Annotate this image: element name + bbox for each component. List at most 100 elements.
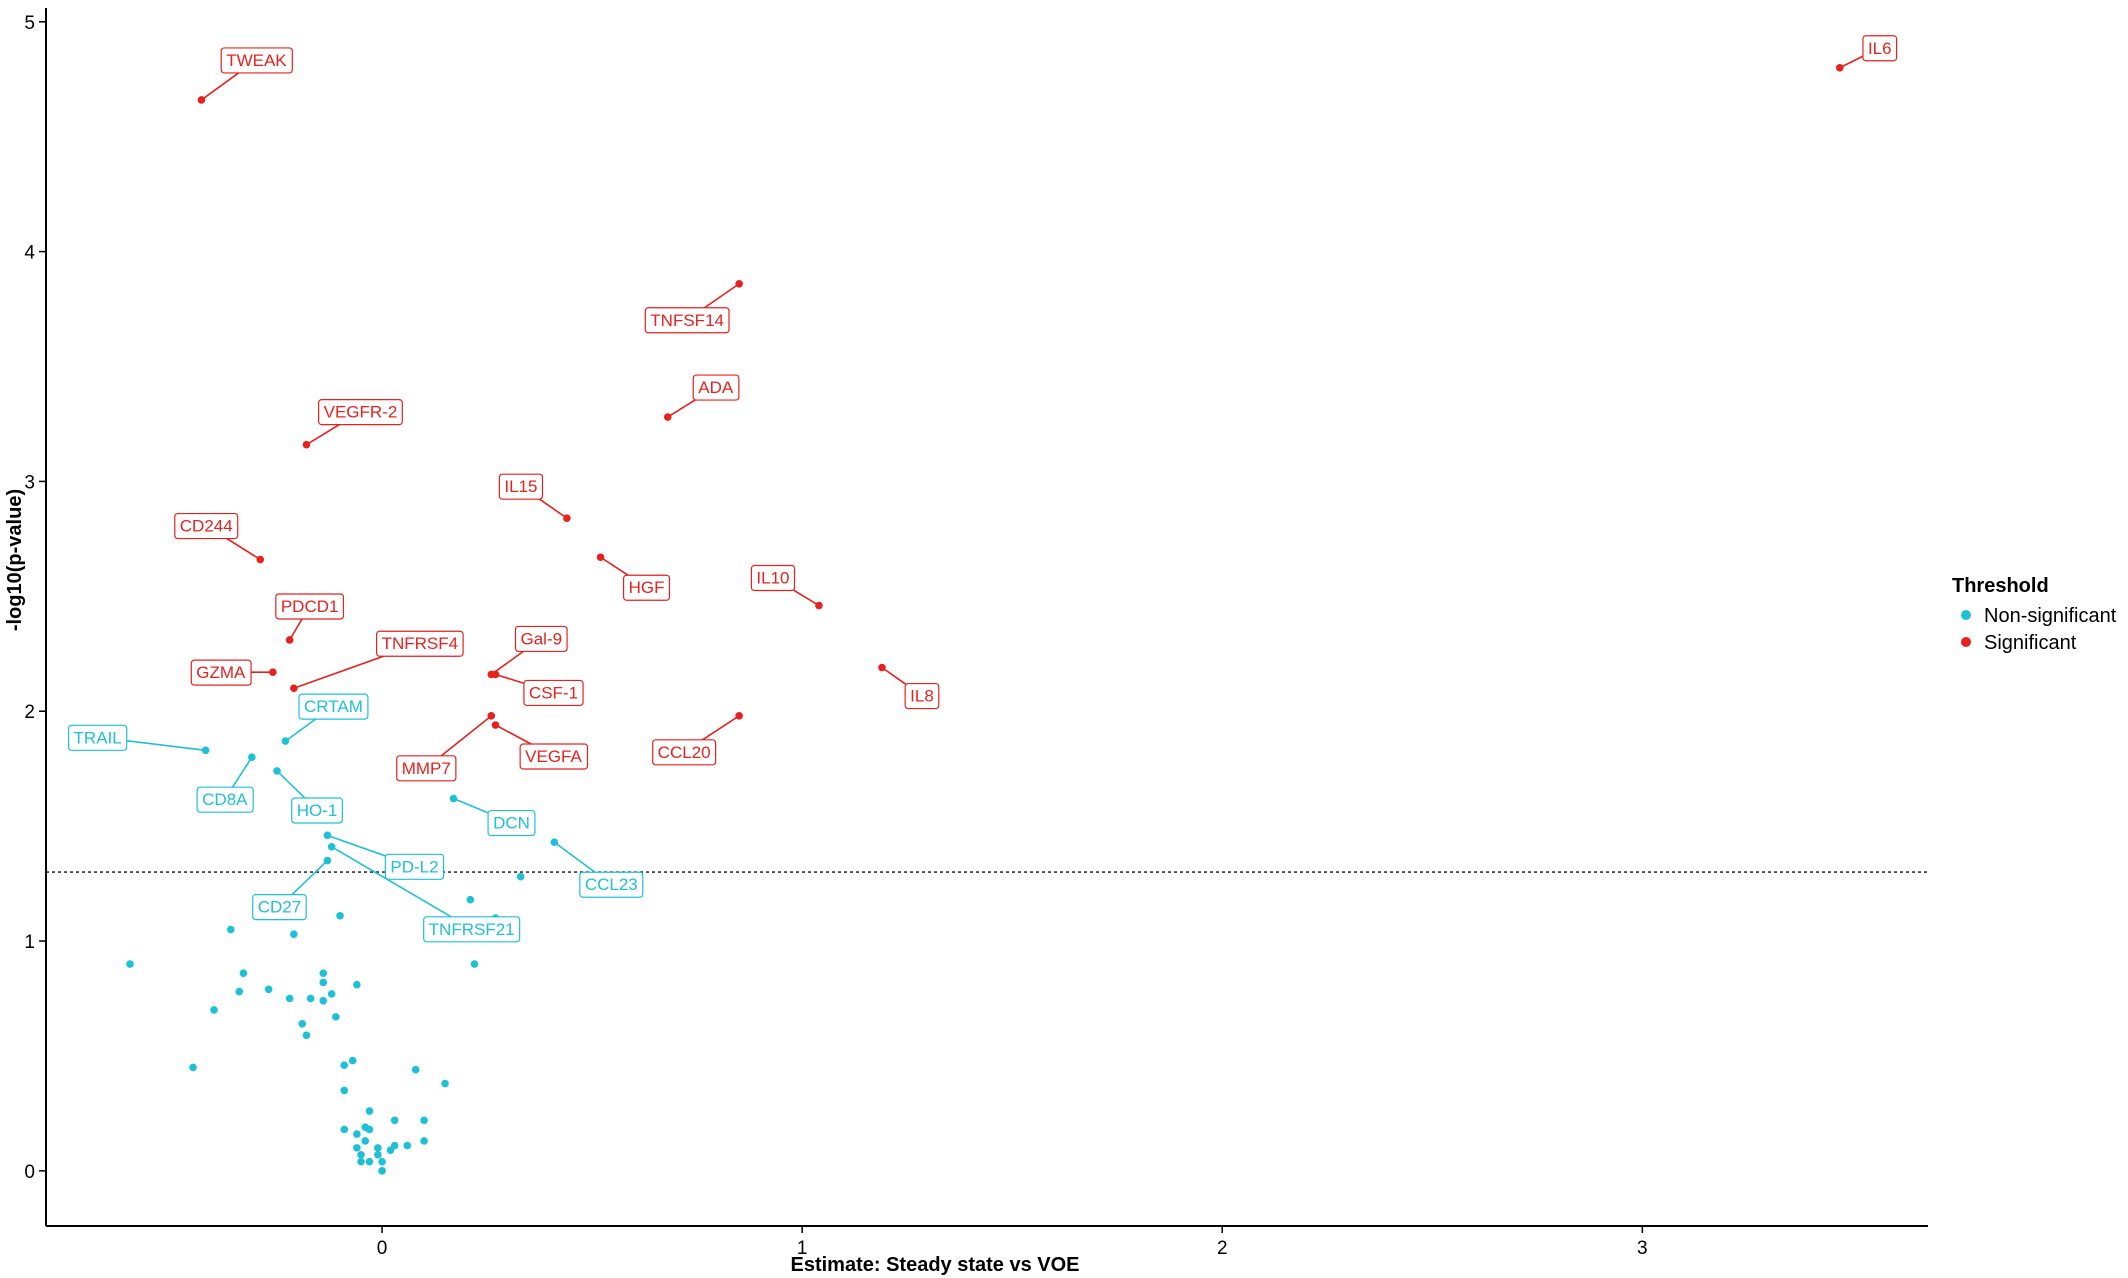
label-box bbox=[174, 512, 239, 540]
point-label-gal-9: Gal-9 bbox=[490, 625, 568, 676]
point-labels: IL6 TWEAK TNFSF14 ADA VEGFR-2 IL15 CD244 HGF IL1… bbox=[67, 35, 1898, 943]
label-box bbox=[519, 743, 589, 770]
label-text: TNFRSF4 bbox=[382, 634, 459, 653]
data-point bbox=[336, 911, 344, 920]
label-text: VEGFR-2 bbox=[324, 403, 398, 422]
point-label-pd-l2: PD-L2 bbox=[327, 834, 445, 880]
point-label-vegfr-2: VEGFR-2 bbox=[306, 399, 403, 446]
label-text: CD27 bbox=[258, 898, 301, 917]
x-axis-title: Estimate: Steady state vs VOE bbox=[790, 1254, 1079, 1276]
label-text: MMP7 bbox=[402, 759, 451, 778]
data-point bbox=[332, 1013, 340, 1021]
data-point bbox=[235, 987, 244, 996]
point-label-dcn: DCN bbox=[453, 797, 536, 837]
data-point bbox=[353, 1144, 361, 1152]
legend-label-significant: Significant bbox=[1984, 632, 2077, 654]
legend-label-non-significant: Non-significant bbox=[1984, 605, 2117, 627]
data-point bbox=[361, 1137, 370, 1145]
label-leader-line bbox=[331, 846, 473, 930]
point-label-il10: IL10 bbox=[750, 564, 820, 607]
data-point bbox=[466, 895, 475, 904]
label-text: HO-1 bbox=[297, 801, 338, 820]
y-tick-label: 3 bbox=[24, 472, 35, 493]
label-text: CCL23 bbox=[585, 875, 638, 894]
label-box bbox=[498, 473, 544, 500]
label-text: TNFRSF21 bbox=[429, 920, 515, 939]
axes bbox=[45, 8, 1928, 1227]
data-point bbox=[420, 1137, 428, 1145]
label-text: Gal-9 bbox=[521, 629, 563, 648]
label-box bbox=[252, 893, 307, 921]
label-box bbox=[579, 871, 644, 898]
data-point bbox=[340, 1061, 349, 1069]
data-point bbox=[365, 1157, 374, 1166]
label-text: DCN bbox=[493, 814, 530, 833]
point-label-ccl20: CCL20 bbox=[652, 715, 740, 766]
point-label-tweak: TWEAK bbox=[200, 47, 293, 101]
data-point bbox=[348, 1056, 357, 1065]
label-text: TRAIL bbox=[74, 728, 122, 747]
label-text: IL8 bbox=[910, 687, 934, 706]
point-label-tnfrsf4: TNFRSF4 bbox=[293, 630, 464, 689]
y-tick-label: 4 bbox=[24, 243, 35, 264]
label-text: CD8A bbox=[202, 790, 248, 809]
label-box bbox=[384, 853, 445, 880]
label-box bbox=[275, 593, 345, 620]
data-point bbox=[390, 1141, 399, 1150]
point-label-pdcd1: PDCD1 bbox=[275, 593, 345, 641]
point-label-il6: IL6 bbox=[1839, 35, 1898, 69]
data-point bbox=[264, 985, 273, 994]
data-point bbox=[227, 925, 235, 934]
label-text: PD-L2 bbox=[390, 857, 438, 876]
label-box bbox=[750, 564, 796, 592]
data-point bbox=[390, 1116, 399, 1125]
label-box bbox=[692, 374, 740, 401]
point-label-ccl23: CCL23 bbox=[553, 841, 644, 898]
point-label-il15: IL15 bbox=[498, 473, 568, 519]
label-box bbox=[396, 755, 457, 782]
data-point bbox=[357, 1150, 365, 1159]
data-point bbox=[353, 980, 361, 989]
legend: Threshold Non-significant Significant bbox=[1952, 575, 2117, 654]
label-box bbox=[196, 786, 254, 813]
label-box bbox=[190, 659, 252, 686]
point-label-ada: ADA bbox=[667, 374, 740, 418]
legend-marker-non-significant bbox=[1961, 610, 1971, 620]
data-point bbox=[319, 969, 328, 978]
data-point bbox=[327, 990, 336, 998]
label-text: IL10 bbox=[756, 569, 789, 588]
data-point bbox=[374, 1150, 382, 1159]
data-point bbox=[357, 1157, 365, 1166]
data-point bbox=[302, 1031, 311, 1040]
y-axis-title: -log10(p-value) bbox=[4, 489, 26, 631]
label-box bbox=[523, 679, 584, 707]
label-box bbox=[376, 630, 464, 657]
legend-title: Threshold bbox=[1952, 575, 2049, 597]
label-box bbox=[423, 916, 521, 943]
label-text: IL15 bbox=[504, 477, 537, 496]
point-label-trail: TRAIL bbox=[67, 724, 206, 752]
y-ticks: 0 1 2 3 4 5 bbox=[24, 13, 46, 1183]
label-box bbox=[298, 693, 369, 720]
x-ticks: 0 1 2 3 bbox=[377, 1226, 1648, 1259]
data-point bbox=[411, 1065, 420, 1074]
data-point bbox=[319, 978, 328, 987]
y-tick-label: 2 bbox=[24, 702, 35, 723]
label-box bbox=[1862, 35, 1898, 62]
point-label-mmp7: MMP7 bbox=[396, 715, 492, 782]
label-text: ADA bbox=[698, 378, 734, 397]
data-point bbox=[306, 994, 315, 1003]
label-text: TWEAK bbox=[226, 51, 287, 70]
x-tick-label: 1 bbox=[797, 1238, 808, 1259]
data-point bbox=[420, 1116, 428, 1125]
y-tick-label: 0 bbox=[24, 1162, 35, 1183]
data-point bbox=[319, 996, 328, 1005]
point-label-csf-1: CSF-1 bbox=[495, 673, 584, 707]
label-text: TNFSF14 bbox=[650, 311, 724, 330]
data-point bbox=[365, 1125, 374, 1134]
label-box bbox=[318, 399, 403, 426]
point-label-cd244: CD244 bbox=[174, 512, 261, 561]
label-text: CD244 bbox=[180, 517, 233, 536]
